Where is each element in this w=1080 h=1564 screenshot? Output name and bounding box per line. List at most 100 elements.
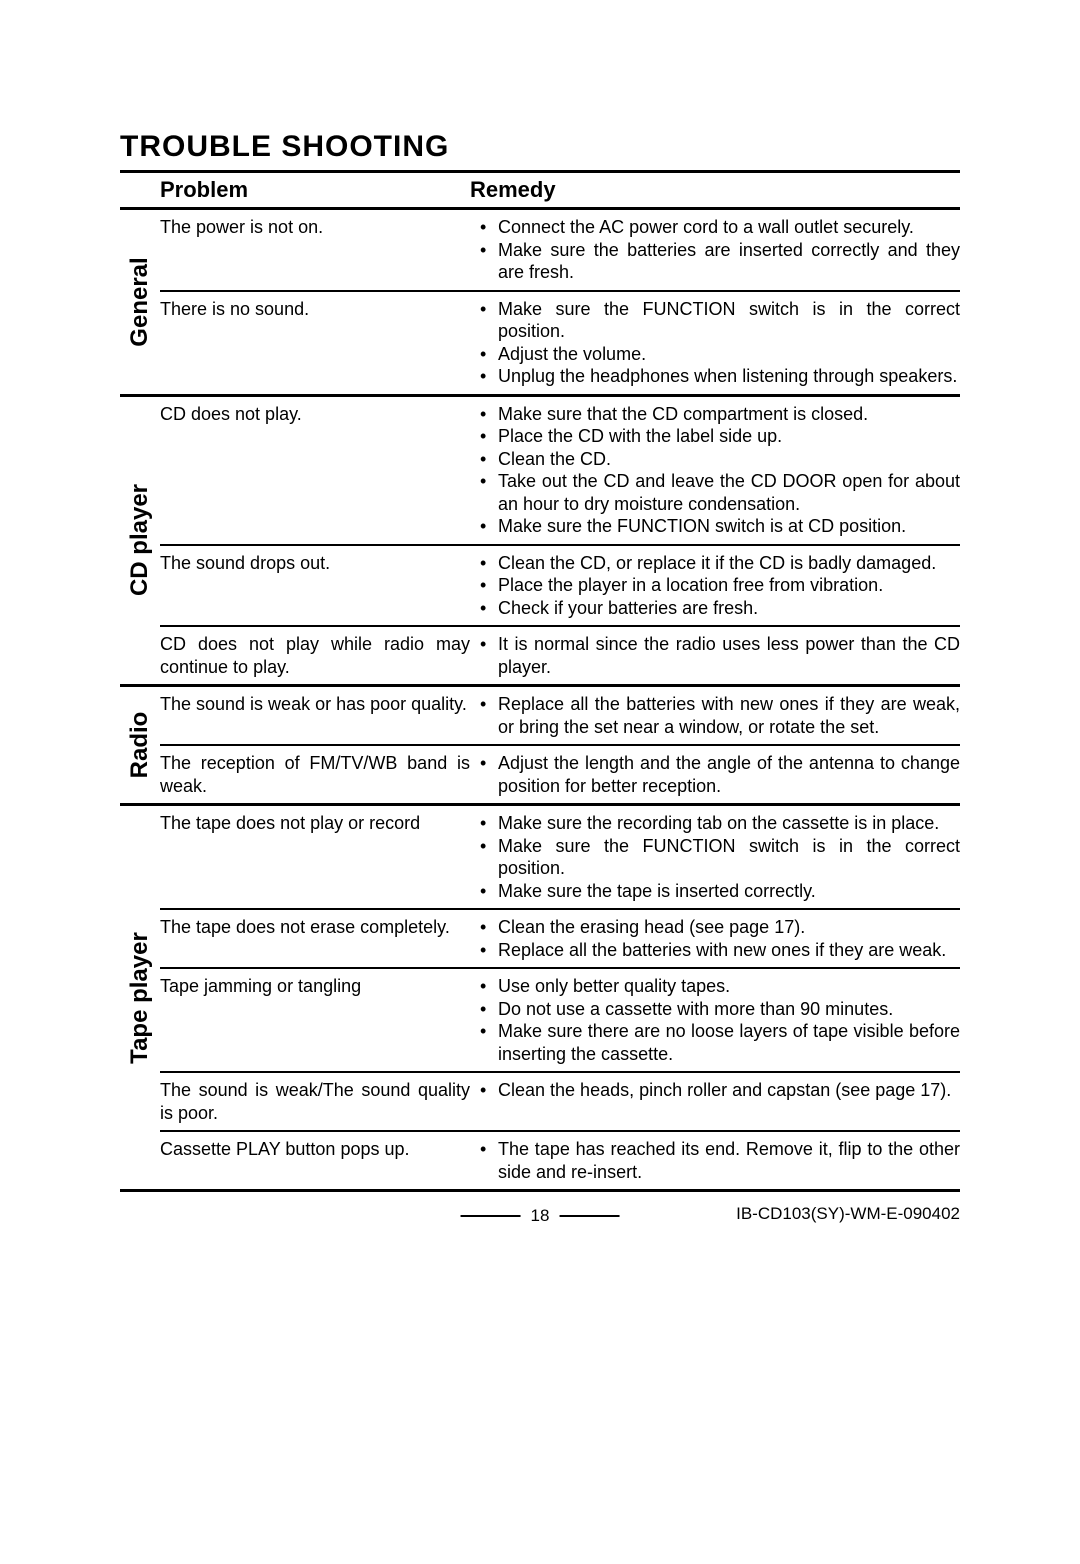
category-label: General [126,257,154,346]
category-label: CD player [126,484,154,596]
problem-cell: Tape jamming or tangling [160,975,480,1065]
category-label: Radio [126,712,154,779]
header-problem: Problem [160,177,470,203]
remedy-item: Replace all the batteries with new ones … [480,693,960,738]
category-label: Tape player [126,932,154,1064]
remedy-cell: Connect the AC power cord to a wall outl… [480,216,960,284]
remedy-cell: Make sure the recording tab on the casse… [480,812,960,902]
remedy-item: Make sure the recording tab on the casse… [480,812,960,835]
remedy-item: Do not use a cassette with more than 90 … [480,998,960,1021]
problem-cell: The sound drops out. [160,552,480,620]
remedy-cell: Make sure the FUNCTION switch is in the … [480,298,960,388]
table-row: The tape does not erase completely.Clean… [160,910,960,967]
remedy-list: Make sure that the CD compartment is clo… [480,403,960,538]
page-footer: 18 IB-CD103(SY)-WM-E-090402 [120,1206,960,1236]
remedy-item: Adjust the length and the angle of the a… [480,752,960,797]
remedy-item: Place the player in a location free from… [480,574,960,597]
remedy-cell: Clean the CD, or replace it if the CD is… [480,552,960,620]
remedy-item: Use only better quality tapes. [480,975,960,998]
problem-cell: There is no sound. [160,298,480,388]
document-id: IB-CD103(SY)-WM-E-090402 [736,1204,960,1224]
table-row: CD does not play while radio may continu… [160,627,960,684]
remedy-item: Make sure the FUNCTION switch is in the … [480,835,960,880]
remedy-cell: Adjust the length and the angle of the a… [480,752,960,797]
remedy-item: Replace all the batteries with new ones … [480,939,960,962]
table-row: Cassette PLAY button pops up.The tape ha… [160,1132,960,1189]
remedy-item: It is normal since the radio uses less p… [480,633,960,678]
table-row: The power is not on.Connect the AC power… [160,210,960,290]
table-header-row: Problem Remedy [120,173,960,207]
table-row: The sound is weak/The sound quality is p… [160,1073,960,1130]
page-number: 18 [531,1206,550,1226]
table-row: The sound drops out.Clean the CD, or rep… [160,546,960,626]
remedy-item: Unplug the headphones when listening thr… [480,365,960,388]
remedy-list: Clean the CD, or replace it if the CD is… [480,552,960,620]
section: RadioThe sound is weak or has poor quali… [120,687,960,803]
remedy-cell: Replace all the batteries with new ones … [480,693,960,738]
category-column: CD player [120,397,160,685]
remedy-list: Clean the heads, pinch roller and capsta… [480,1079,960,1102]
remedy-item: Clean the heads, pinch roller and capsta… [480,1079,960,1102]
category-column: Radio [120,687,160,803]
page-number-wrap: 18 [461,1206,620,1226]
remedy-cell: The tape has reached its end. Remove it,… [480,1138,960,1183]
remedy-cell: Use only better quality tapes.Do not use… [480,975,960,1065]
header-remedy: Remedy [470,177,960,203]
remedy-item: Adjust the volume. [480,343,960,366]
remedy-cell: Clean the heads, pinch roller and capsta… [480,1079,960,1124]
remedy-cell: Make sure that the CD compartment is clo… [480,403,960,538]
remedy-list: Connect the AC power cord to a wall outl… [480,216,960,284]
remedy-list: Make sure the FUNCTION switch is in the … [480,298,960,388]
section: CD playerCD does not play.Make sure that… [120,397,960,685]
category-column: Tape player [120,806,160,1189]
section: Tape playerThe tape does not play or rec… [120,806,960,1189]
remedy-item: The tape has reached its end. Remove it,… [480,1138,960,1183]
table-row: The sound is weak or has poor quality.Re… [160,687,960,744]
problem-cell: The power is not on. [160,216,480,284]
rows-column: The power is not on.Connect the AC power… [160,210,960,394]
remedy-cell: It is normal since the radio uses less p… [480,633,960,678]
table-row: CD does not play.Make sure that the CD c… [160,397,960,544]
remedy-item: Clean the erasing head (see page 17). [480,916,960,939]
remedy-list: Adjust the length and the angle of the a… [480,752,960,797]
remedy-item: Make sure the FUNCTION switch is in the … [480,298,960,343]
remedy-item: Clean the CD, or replace it if the CD is… [480,552,960,575]
rows-column: The sound is weak or has poor quality.Re… [160,687,960,803]
remedy-item: Take out the CD and leave the CD DOOR op… [480,470,960,515]
remedy-item: Connect the AC power cord to a wall outl… [480,216,960,239]
rows-column: CD does not play.Make sure that the CD c… [160,397,960,685]
remedy-item: Make sure the FUNCTION switch is at CD p… [480,515,960,538]
remedy-item: Clean the CD. [480,448,960,471]
problem-cell: The reception of FM/TV/WB band is weak. [160,752,480,797]
page-line-left [461,1215,521,1217]
problem-cell: Cassette PLAY button pops up. [160,1138,480,1183]
remedy-item: Make sure the tape is inserted correctly… [480,880,960,903]
sections-container: GeneralThe power is not on.Connect the A… [120,210,960,1192]
remedy-list: It is normal since the radio uses less p… [480,633,960,678]
table-row: Tape jamming or tanglingUse only better … [160,969,960,1071]
page: TROUBLE SHOOTING Problem Remedy GeneralT… [0,0,1080,1296]
remedy-list: Make sure the recording tab on the casse… [480,812,960,902]
problem-cell: The tape does not play or record [160,812,480,902]
section-divider [120,1189,960,1192]
remedy-list: Use only better quality tapes.Do not use… [480,975,960,1065]
remedy-list: Replace all the batteries with new ones … [480,693,960,738]
remedy-item: Check if your batteries are fresh. [480,597,960,620]
remedy-item: Make sure there are no loose layers of t… [480,1020,960,1065]
problem-cell: The sound is weak or has poor quality. [160,693,480,738]
problem-cell: The sound is weak/The sound quality is p… [160,1079,480,1124]
problem-cell: CD does not play while radio may continu… [160,633,480,678]
page-line-right [559,1215,619,1217]
rows-column: The tape does not play or recordMake sur… [160,806,960,1189]
table-row: There is no sound.Make sure the FUNCTION… [160,292,960,394]
table-row: The tape does not play or recordMake sur… [160,806,960,908]
problem-cell: The tape does not erase completely. [160,916,480,961]
page-title: TROUBLE SHOOTING [120,130,960,164]
section: GeneralThe power is not on.Connect the A… [120,210,960,394]
table-row: The reception of FM/TV/WB band is weak.A… [160,746,960,803]
category-column: General [120,210,160,394]
remedy-item: Make sure that the CD compartment is clo… [480,403,960,426]
problem-cell: CD does not play. [160,403,480,538]
remedy-list: Clean the erasing head (see page 17).Rep… [480,916,960,961]
remedy-item: Make sure the batteries are inserted cor… [480,239,960,284]
